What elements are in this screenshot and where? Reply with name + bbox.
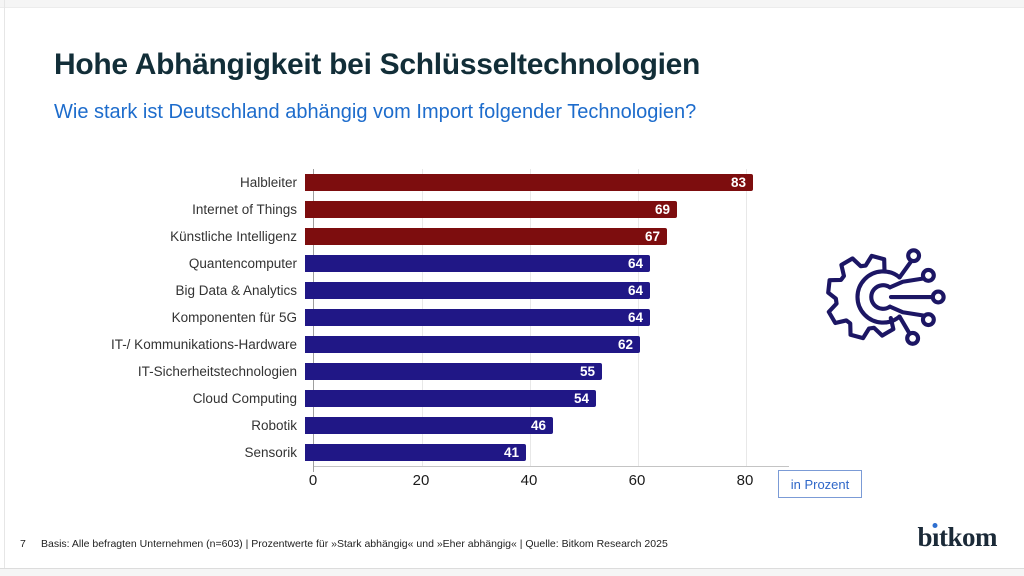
bar-label: Big Data & Analytics [175, 283, 297, 298]
bar-label: IT-/ Kommunikations-Hardware [110, 337, 297, 352]
bar-row: Halbleiter 83 [0, 169, 820, 196]
bar: 41 [305, 444, 526, 461]
bar-value: 64 [627, 256, 643, 271]
bar-track: 64 [305, 282, 780, 299]
bitkom-logo: bı tkom [917, 522, 997, 553]
page-title: Hohe Abhängigkeit bei Schlüsseltechnolog… [54, 48, 701, 81]
slide-top-margin [0, 0, 1024, 8]
gear-outline [826, 253, 896, 341]
bar: 55 [305, 363, 602, 380]
x-tick-label: 0 [308, 472, 318, 489]
bar-track: 64 [305, 309, 780, 326]
logo-i: ı [931, 522, 940, 553]
bar-track: 83 [305, 174, 780, 191]
bar-value: 67 [644, 229, 660, 244]
bar-track: 69 [305, 201, 780, 218]
bar-row: IT-/ Kommunikations-Hardware 62 [0, 331, 820, 358]
bar-row: Cloud Computing 54 [0, 385, 820, 412]
bar-track: 55 [305, 363, 780, 380]
bar-value: 46 [530, 418, 546, 433]
bar-value: 62 [617, 337, 633, 352]
logo-part-pre: b [917, 522, 932, 552]
bar-label: Künstliche Intelligenz [170, 229, 297, 244]
bar-row: Quantencomputer 64 [0, 250, 820, 277]
bar-value: 55 [579, 364, 595, 379]
x-tick-label: 20 [412, 472, 430, 489]
circuit-node-1 [906, 248, 922, 264]
technology-gear-icon [826, 248, 946, 346]
x-axis: 0 20 40 60 80 [309, 472, 788, 492]
circuit-node-2 [920, 267, 936, 283]
bar-row: Sensorik 41 [0, 439, 820, 466]
bar: 67 [305, 228, 667, 245]
bar-label: Internet of Things [192, 202, 297, 217]
bar-chart: Halbleiter 83 Internet of Things 69 Künstlic… [0, 169, 820, 489]
bar-value: 69 [654, 202, 670, 217]
bar-value: 54 [573, 391, 589, 406]
page-subtitle: Wie stark ist Deutschland abhängig vom I… [54, 101, 697, 123]
circuit-line-5 [897, 314, 912, 336]
bar-track: 64 [305, 255, 780, 272]
bar-track: 62 [305, 336, 780, 353]
x-tick-label: 80 [736, 472, 754, 489]
bar-track: 46 [305, 417, 780, 434]
slide-left-border [4, 0, 5, 575]
circuit-arc-outer [855, 269, 902, 325]
bar-label: Robotik [251, 418, 297, 433]
circuit-line-2 [887, 276, 926, 290]
bar-row: Robotik 46 [0, 412, 820, 439]
bar-track: 54 [305, 390, 780, 407]
bar-label: IT-Sicherheitstechnologien [137, 364, 297, 379]
bar: 69 [305, 201, 677, 218]
x-tick-label: 40 [520, 472, 538, 489]
logo-i-dot [932, 523, 938, 528]
bar-track: 67 [305, 228, 780, 245]
bar-label: Cloud Computing [192, 391, 297, 406]
gridline [746, 169, 747, 466]
bar-row: Big Data & Analytics 64 [0, 277, 820, 304]
bar-row: Künstliche Intelligenz 67 [0, 223, 820, 250]
bar-value: 64 [627, 283, 643, 298]
bar: 64 [305, 282, 650, 299]
bar: 54 [305, 390, 596, 407]
circuit-node-5 [905, 330, 921, 346]
bar: 64 [305, 255, 650, 272]
bar-label: Komponenten für 5G [171, 310, 297, 325]
bar: 46 [305, 417, 553, 434]
bar: 83 [305, 174, 753, 191]
circuit-arc-inner [869, 283, 892, 311]
circuit-line-1 [897, 259, 914, 280]
slide-bottom-margin [0, 568, 1024, 576]
unit-badge: in Prozent [778, 470, 862, 498]
bar-value: 64 [627, 310, 643, 325]
circuit-node-4 [920, 312, 936, 328]
bar-label: Sensorik [244, 445, 297, 460]
x-tick-label: 60 [628, 472, 646, 489]
x-axis-zero-tick [313, 466, 314, 472]
bar-value: 41 [503, 445, 519, 460]
footnote: Basis: Alle befragten Unternehmen (n=603… [41, 538, 668, 550]
bar-label: Quantencomputer [188, 256, 297, 271]
bar-row: Komponenten für 5G 64 [0, 304, 820, 331]
bar: 64 [305, 309, 650, 326]
page-number: 7 [20, 538, 26, 550]
bar: 62 [305, 336, 640, 353]
circuit-line-4 [887, 304, 926, 318]
logo-part-post: tkom [939, 522, 998, 552]
circuit-node-3 [930, 289, 946, 305]
bar-track: 41 [305, 444, 780, 461]
bar-row: Internet of Things 69 [0, 196, 820, 223]
bar-label: Halbleiter [239, 175, 297, 190]
bar-rows: Halbleiter 83 Internet of Things 69 Künstlic… [0, 169, 820, 466]
bar-value: 83 [730, 175, 746, 190]
logo-i-stem: ı [931, 522, 940, 552]
bar-row: IT-Sicherheitstechnologien 55 [0, 358, 820, 385]
